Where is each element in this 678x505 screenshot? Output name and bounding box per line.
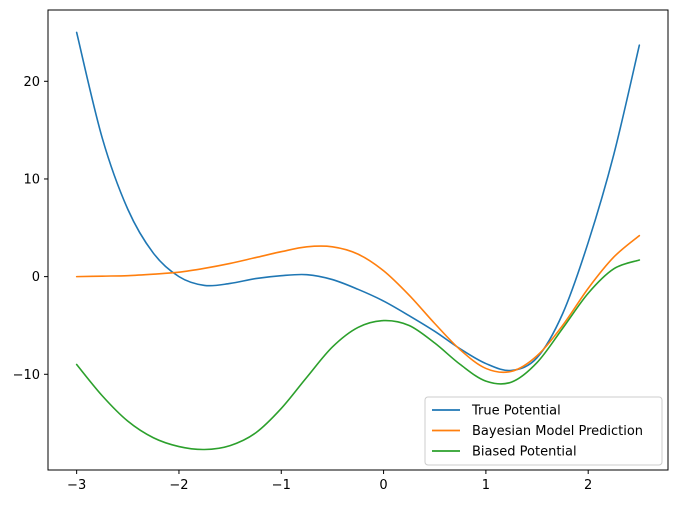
legend-label-3: Biased Potential xyxy=(472,445,577,460)
legend-label-1: True Potential xyxy=(471,404,561,419)
x-axis: −3 −2 −1 0 1 2 xyxy=(67,470,592,493)
legend-box xyxy=(424,396,663,466)
x-tick-label: 2 xyxy=(584,478,592,493)
y-tick-label: −10 xyxy=(13,368,40,383)
x-tick-label: −2 xyxy=(169,478,188,493)
legend-label-2: Bayesian Model Prediction xyxy=(472,424,643,439)
legend: True Potential Bayesian Model Prediction B… xyxy=(424,396,663,466)
y-tick-label: 0 xyxy=(32,270,40,285)
plot-frame xyxy=(47,9,669,471)
y-tick-label: 10 xyxy=(23,172,40,187)
x-tick-label: −1 xyxy=(272,478,291,493)
y-tick-label: 20 xyxy=(23,75,40,90)
series-line-2 xyxy=(75,234,641,374)
x-tick-label: −3 xyxy=(67,478,86,493)
series-layer xyxy=(75,31,641,451)
plot-area xyxy=(48,10,668,470)
x-tick-label: 0 xyxy=(379,478,387,493)
y-axis: −10 0 10 20 xyxy=(13,75,48,383)
series-line-1 xyxy=(75,31,641,372)
series-line-3 xyxy=(75,259,641,451)
x-tick-label: 1 xyxy=(482,478,490,493)
